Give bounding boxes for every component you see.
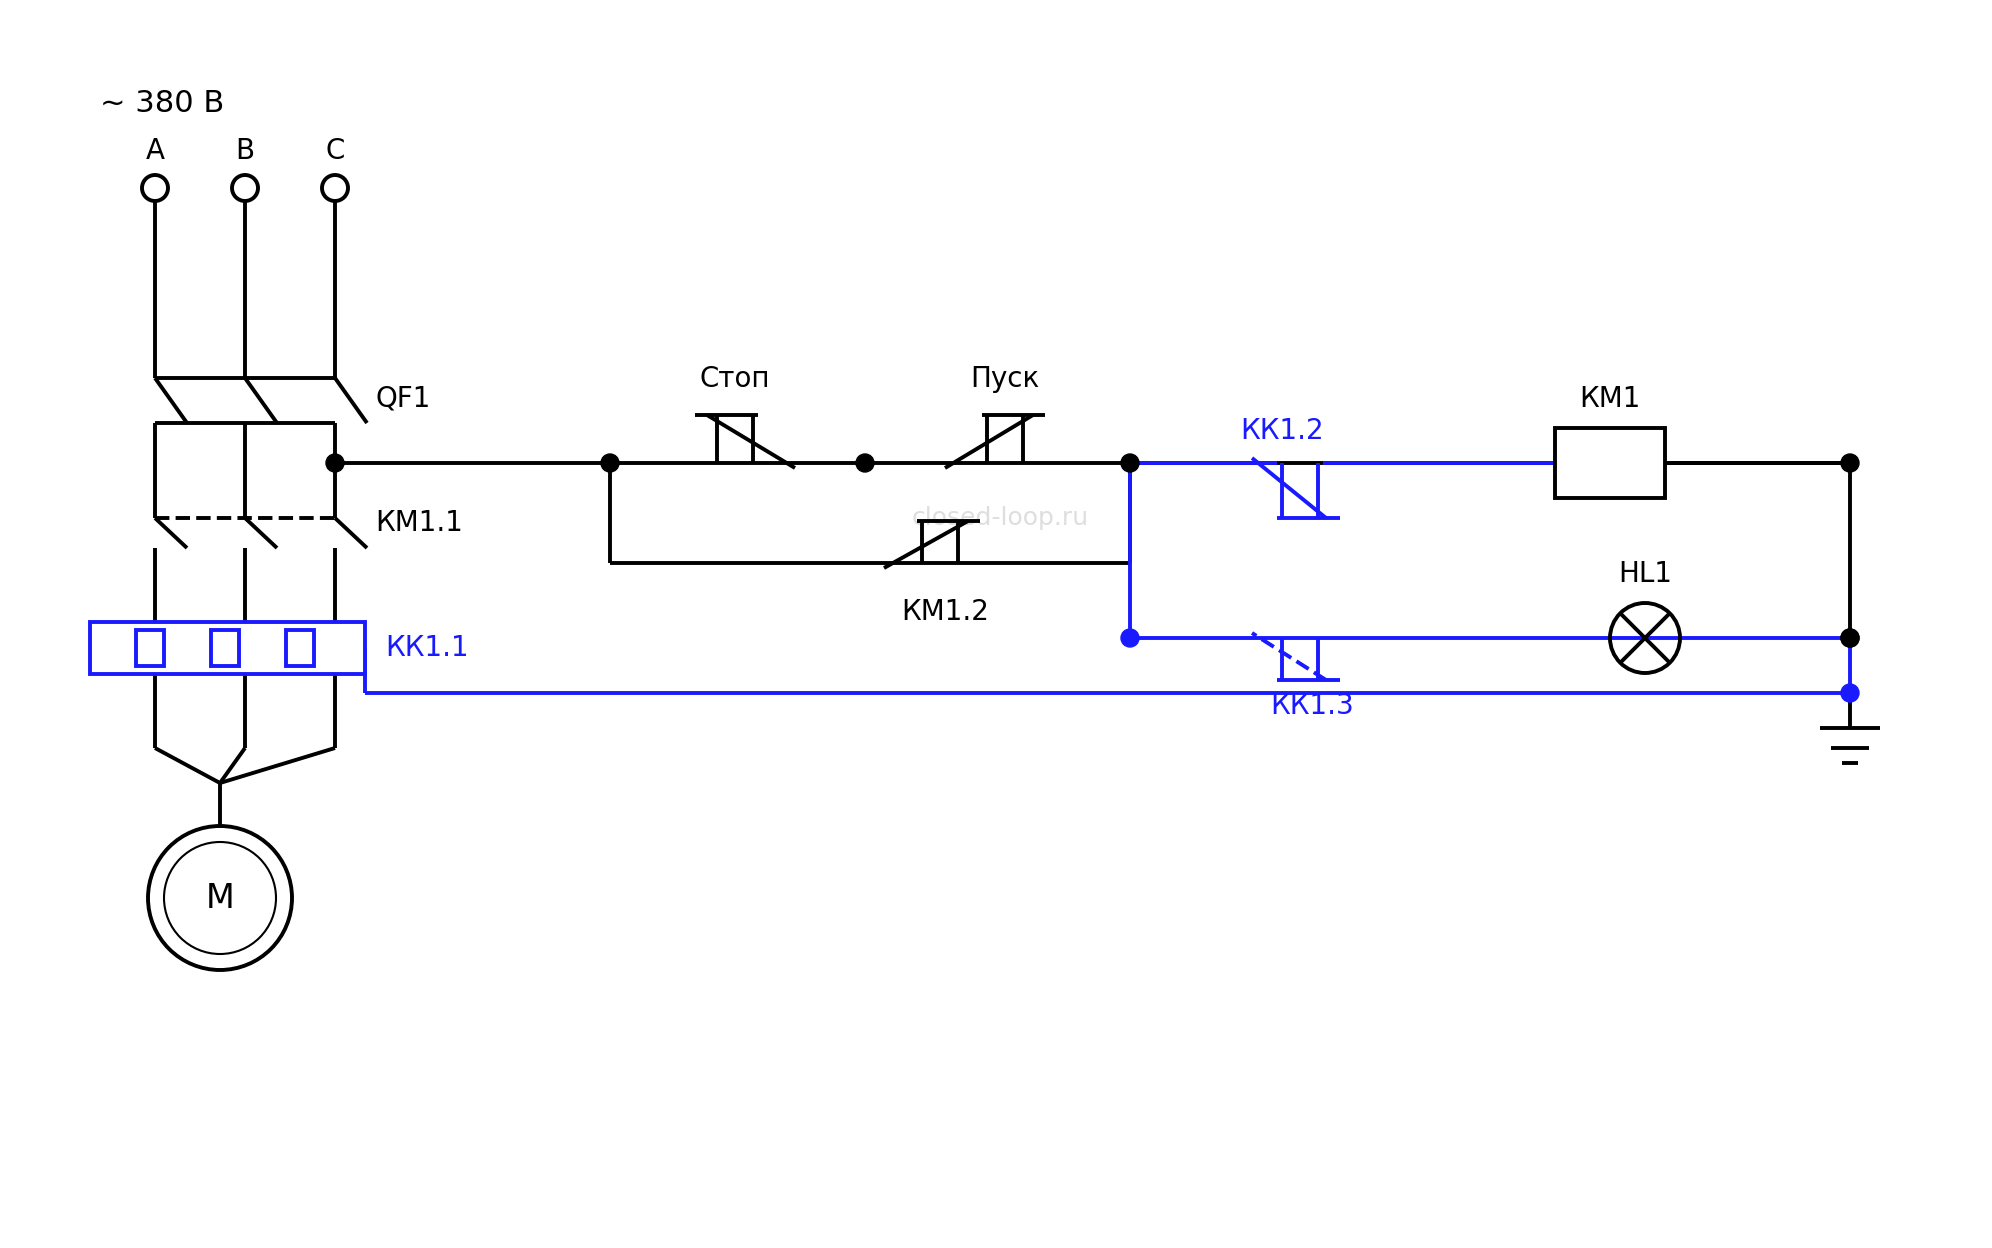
Text: КМ1.2: КМ1.2 [900,598,988,626]
Text: closed-loop.ru: closed-loop.ru [912,505,1088,530]
Text: С: С [325,137,345,165]
Text: КК1.2: КК1.2 [1239,417,1323,446]
Circle shape [1121,454,1139,472]
Circle shape [1841,629,1859,646]
Text: КК1.3: КК1.3 [1271,691,1355,720]
Text: Стоп: Стоп [699,364,771,393]
Circle shape [327,454,345,472]
Bar [287,630,315,666]
Text: КК1.1: КК1.1 [384,634,468,661]
Circle shape [857,454,874,472]
Bar [135,630,163,666]
Text: QF1: QF1 [374,384,430,412]
Text: Пуск: Пуск [970,364,1040,393]
Text: КМ1.1: КМ1.1 [374,509,462,537]
Text: М: М [205,881,235,915]
Circle shape [1121,629,1139,646]
Circle shape [602,454,620,472]
Text: В: В [235,137,255,165]
Bar [211,630,239,666]
Text: А: А [145,137,165,165]
Text: КМ1: КМ1 [1580,384,1641,413]
Bar [90,622,365,674]
Text: ~ 380 В: ~ 380 В [100,89,225,117]
Circle shape [1841,454,1859,472]
Circle shape [1841,629,1859,646]
Text: HL1: HL1 [1618,560,1671,588]
Bar [1556,428,1665,498]
Circle shape [1841,684,1859,703]
